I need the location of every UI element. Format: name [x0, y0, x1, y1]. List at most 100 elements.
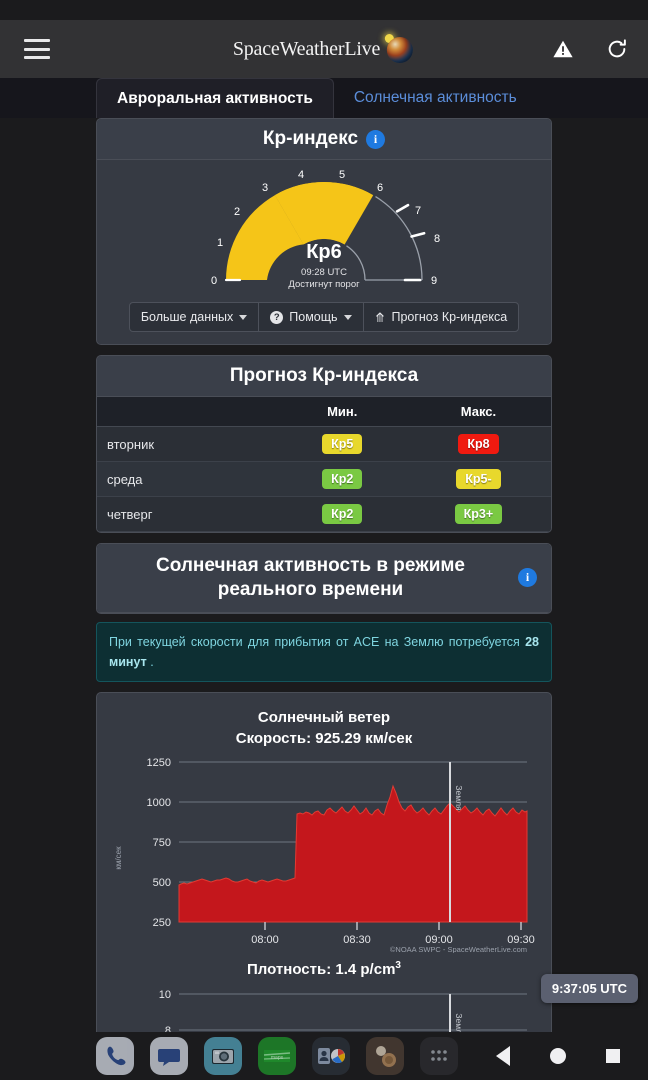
kp-index-card-title: Кр-индекс i: [97, 119, 551, 160]
solar-wind-speed-chart: км/сек 1250 1000 750 500 250: [114, 757, 535, 953]
solar-activity-title: Солнечная активность в режиме реального …: [97, 544, 551, 613]
chart-credit: ©NOAA SWPC - SpaceWeatherLive.com: [390, 945, 527, 953]
reload-icon[interactable]: [604, 36, 630, 62]
ace-arrival-banner: При текущей скорости для прибытия от ACE…: [96, 621, 552, 682]
gauge-tick-9: 9: [431, 275, 437, 287]
kp-forecast-button[interactable]: ⤊ Прогноз Кр-индекса: [364, 303, 519, 331]
gauge-tick-8: 8: [434, 233, 440, 245]
gauge-tick-4: 4: [298, 170, 304, 181]
brand-text: SpaceWeatherLive: [232, 37, 381, 60]
row-min: Кр5: [278, 426, 406, 462]
row-max: Кр5-: [405, 461, 551, 497]
kp-pill-max: Кр8: [458, 434, 499, 454]
messages-app-icon[interactable]: [150, 1037, 188, 1075]
kp-pill-min: Кр2: [322, 469, 363, 489]
kp-forecast-label: Прогноз Кр-индекса: [391, 310, 508, 324]
col-min: Мин.: [278, 397, 406, 427]
row-min: Кр2: [278, 496, 406, 532]
kp-pill-max: Кр3+: [454, 504, 503, 524]
chevron-up-double-icon: ⤊: [374, 309, 386, 325]
page-body: Кр-индекс i: [0, 118, 648, 1080]
table-row: вторник Кр5 Кр8: [97, 426, 551, 462]
xtick-0830: 08:30: [343, 934, 371, 946]
tab-auroral-activity[interactable]: Авроральная активность: [96, 78, 334, 118]
row-max: Кр3+: [405, 496, 551, 532]
ytick-250: 250: [153, 917, 171, 929]
chevron-down-icon: [239, 314, 248, 320]
utc-clock-overlay[interactable]: 9:37:05 UTC: [540, 974, 638, 1003]
col-max: Макс.: [405, 397, 551, 427]
phone-app-icon[interactable]: [96, 1037, 134, 1075]
kp-gauge: 0 1 2 3 4 5 6 7 8 9 Кр6: [194, 170, 454, 290]
system-dock: maps: [0, 1032, 648, 1080]
ytick-1000: 1000: [147, 797, 171, 809]
solar-wind-subtitle: Скорость: 925.29 км/сек: [235, 729, 413, 747]
nav-recents-button[interactable]: [606, 1049, 620, 1063]
ytick-10: 10: [159, 989, 171, 1001]
tab-solar-activity[interactable]: Солнечная активность: [353, 89, 517, 106]
info-icon[interactable]: i: [366, 129, 386, 149]
solar-wind-title: Солнечный ветер: [257, 708, 391, 726]
status-bar: [0, 0, 648, 20]
kp-gauge-svg: 0 1 2 3 4 5 6 7 8 9: [211, 170, 440, 287]
xtick-0800: 08:00: [251, 934, 279, 946]
kp-forecast-title: Прогноз Кр-индекса: [97, 356, 551, 397]
row-day: вторник: [97, 426, 279, 462]
help-label: Помощь: [289, 310, 338, 324]
ytick-8: 8: [165, 1025, 171, 1037]
solar-wind-ylabel: км/сек: [114, 845, 123, 869]
maps-app-icon[interactable]: maps: [258, 1037, 296, 1075]
alert-bold-value: 28 минут: [109, 634, 539, 669]
table-header-row: Мин. Макс.: [97, 397, 551, 427]
app-drawer-icon[interactable]: [420, 1037, 458, 1075]
contacts-app-icon[interactable]: [312, 1037, 350, 1075]
gauge-tick-6: 6: [377, 182, 383, 194]
hamburger-menu-icon[interactable]: [24, 39, 50, 59]
gallery-app-icon[interactable]: [366, 1037, 404, 1075]
ytick-500: 500: [153, 877, 171, 889]
density-title-main: Плотность:: [247, 960, 332, 978]
more-data-button[interactable]: Больше данных: [130, 303, 260, 331]
row-day: среда: [97, 461, 279, 497]
more-data-label: Больше данных: [140, 310, 234, 324]
app-header: SpaceWeatherLive: [0, 20, 648, 78]
header-actions: [550, 36, 630, 62]
warning-triangle-icon[interactable]: [550, 36, 576, 62]
nav-home-button[interactable]: [550, 1048, 566, 1064]
chevron-down-icon: [343, 314, 352, 320]
system-nav-keys: [496, 1046, 620, 1066]
solar-activity-title-text: Солнечная активность в режиме реального …: [156, 555, 465, 600]
xtick-0900: 09:00: [425, 934, 453, 946]
col-day: [97, 397, 279, 427]
ytick-1250: 1250: [147, 757, 171, 769]
info-icon[interactable]: i: [518, 568, 537, 588]
xtick-0930: 09:30: [507, 934, 535, 946]
gauge-tick-5: 5: [339, 170, 345, 181]
help-button[interactable]: ? Помощь: [259, 303, 364, 331]
earth-marker-label: Земля: [454, 1013, 464, 1039]
solar-activity-card-header: Солнечная активность в режиме реального …: [96, 543, 552, 614]
gauge-tick-1: 1: [217, 237, 223, 249]
kp-gauge-panel: 0 1 2 3 4 5 6 7 8 9 Кр6: [97, 160, 551, 296]
camera-app-icon[interactable]: [204, 1037, 242, 1075]
nav-back-button[interactable]: [496, 1046, 510, 1066]
tab-bar: Авроральная активность Солнечная активно…: [0, 78, 648, 118]
solar-wind-area: [178, 783, 528, 922]
dock-app-list: maps: [96, 1037, 458, 1075]
svg-text:maps: maps: [271, 1055, 284, 1061]
kp-pill-max: Кр5-: [456, 469, 501, 489]
kp-button-group: Больше данных ? Помощь ⤊ Прогноз Кр-инде…: [128, 302, 520, 332]
alert-suffix: .: [146, 654, 154, 669]
row-day: четверг: [97, 496, 279, 532]
gauge-tick-0: 0: [211, 275, 217, 287]
solar-wind-chart-title: Солнечный ветер Скорость: 925.29 км/сек: [105, 707, 543, 749]
kp-pill-min: Кр5: [322, 434, 363, 454]
gauge-tick-7: 7: [415, 205, 421, 217]
kp-forecast-card: Прогноз Кр-индекса Мин. Макс. вторник Кр…: [96, 355, 552, 533]
ytick-750: 750: [153, 837, 171, 849]
brand-logo[interactable]: SpaceWeatherLive: [233, 34, 415, 64]
kp-pill-min: Кр2: [322, 504, 363, 524]
earth-marker-label: Земля: [454, 785, 464, 811]
alert-prefix: При текущей скорости для прибытия от ACE…: [109, 634, 526, 649]
